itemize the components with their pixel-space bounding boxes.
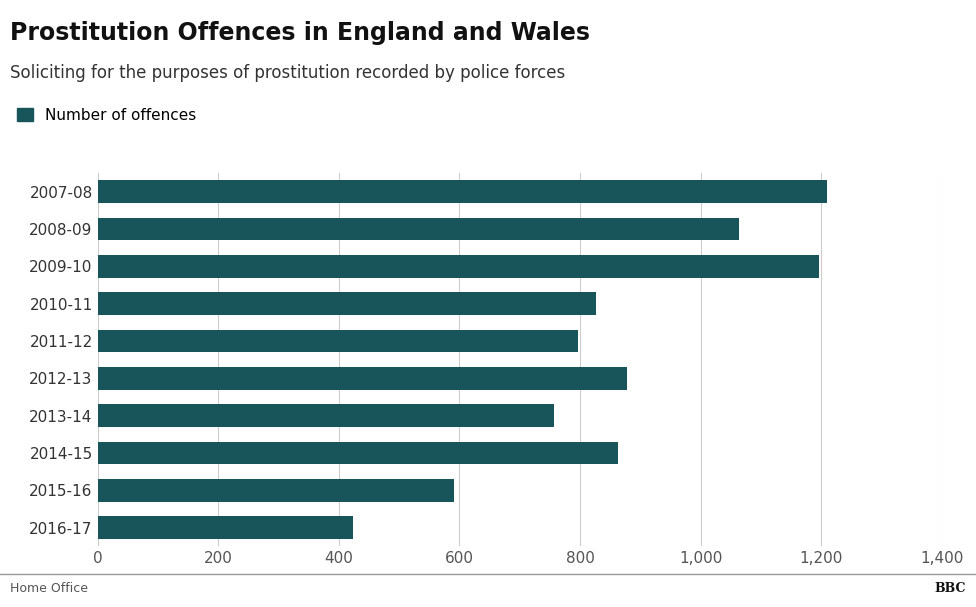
Legend: Number of offences: Number of offences xyxy=(18,108,196,123)
Bar xyxy=(98,479,454,501)
Text: Soliciting for the purposes of prostitution recorded by police forces: Soliciting for the purposes of prostitut… xyxy=(10,64,565,82)
Bar xyxy=(98,367,627,390)
Text: Home Office: Home Office xyxy=(10,582,88,595)
Bar xyxy=(98,218,739,240)
Bar xyxy=(98,293,595,315)
Text: BBC: BBC xyxy=(935,582,966,595)
Text: Prostitution Offences in England and Wales: Prostitution Offences in England and Wal… xyxy=(10,21,590,46)
Bar xyxy=(98,330,578,352)
Bar xyxy=(98,442,618,464)
Bar xyxy=(98,404,554,427)
Bar xyxy=(98,517,353,539)
Bar xyxy=(98,180,827,203)
Bar xyxy=(98,255,819,277)
